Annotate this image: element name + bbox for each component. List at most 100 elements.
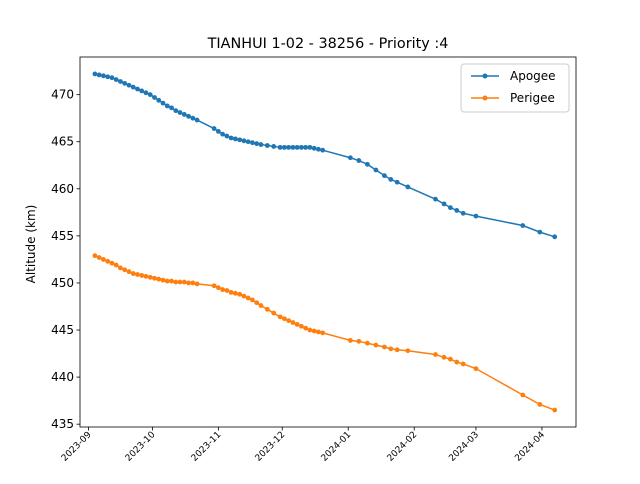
perigee-point — [552, 407, 558, 413]
perigee-point — [373, 342, 379, 348]
apogee-point — [169, 105, 174, 111]
apogee-point — [228, 135, 234, 141]
perigee-point — [130, 271, 136, 276]
apogee-point — [224, 133, 230, 139]
y-tick-label: 440 — [51, 370, 74, 384]
perigee-point — [520, 392, 526, 398]
apogee-point — [271, 144, 277, 149]
y-tick-label: 465 — [51, 135, 74, 149]
perigee-point — [290, 320, 296, 325]
plot-area — [92, 71, 558, 413]
apogee-point — [347, 155, 353, 161]
apogee-point — [233, 136, 238, 142]
perigee-point — [211, 283, 217, 289]
y-tick-label: 460 — [51, 182, 74, 196]
apogee-point — [186, 113, 191, 119]
apogee-point — [237, 137, 243, 143]
perigee-point — [277, 314, 283, 320]
apogee-point — [316, 146, 321, 152]
perigee-point — [220, 287, 226, 292]
apogee-point — [307, 144, 313, 150]
apogee-point — [164, 103, 170, 109]
perigee-point — [156, 276, 162, 282]
perigee-point — [382, 344, 387, 350]
perigee-point — [109, 260, 115, 266]
perigee-point — [92, 253, 98, 259]
apogee-point — [122, 80, 128, 86]
legend-apogee-marker — [482, 73, 488, 79]
legend: Apogee Perigee — [460, 63, 570, 113]
apogee-point — [135, 86, 140, 92]
perigee-point — [258, 303, 264, 308]
apogee-point — [454, 208, 460, 213]
perigee-point — [177, 279, 183, 285]
apogee-point — [294, 144, 300, 150]
perigee-point — [186, 280, 191, 286]
apogee-point — [311, 145, 317, 151]
y-tick-label: 450 — [51, 276, 74, 290]
perigee-point — [164, 278, 170, 284]
apogee-point — [433, 196, 438, 202]
apogee-point — [250, 140, 255, 146]
perigee-point — [194, 281, 200, 287]
apogee-point — [286, 144, 292, 150]
apogee-point — [356, 158, 362, 163]
apogee-point — [254, 141, 260, 147]
apogee-point — [320, 147, 326, 153]
apogee-point — [394, 179, 400, 185]
chart-title: TIANHUI 1-02 - 38256 - Priority :4 — [207, 36, 449, 52]
apogee-point — [147, 92, 153, 98]
apogee-point — [190, 115, 196, 121]
perigee-point — [454, 359, 460, 365]
perigee-point — [181, 279, 187, 285]
perigee-point — [105, 258, 111, 264]
perigee-point — [307, 327, 313, 333]
legend-perigee-marker — [482, 95, 488, 101]
y-tick-label: 470 — [51, 88, 74, 102]
apogee-point — [303, 144, 309, 150]
y-tick-label: 435 — [51, 417, 74, 431]
apogee-point — [173, 108, 179, 114]
perigee-point — [460, 361, 466, 367]
apogee-point — [373, 167, 379, 173]
apogee-point — [441, 201, 447, 207]
apogee-point — [215, 128, 221, 134]
y-tick-label: 455 — [51, 229, 74, 243]
apogee-point — [101, 73, 106, 79]
apogee-point — [290, 144, 296, 150]
apogee-point — [194, 117, 200, 123]
legend-perigee-label: Perigee — [510, 91, 555, 105]
apogee-point — [388, 176, 394, 182]
apogee-point — [118, 79, 123, 84]
y-axis-label: Altitude (km) — [24, 205, 38, 284]
perigee-point — [441, 354, 447, 360]
perigee-point — [118, 265, 123, 271]
perigee-point — [237, 291, 243, 297]
apogee-point — [92, 71, 98, 77]
apogee-point — [277, 144, 283, 150]
perigee-point — [433, 352, 438, 357]
perigee-point — [160, 277, 166, 283]
apogee-point — [113, 77, 119, 82]
apogee-point — [245, 139, 251, 145]
apogee-point — [520, 223, 526, 228]
perigee-point — [228, 289, 234, 295]
apogee-point — [130, 84, 136, 90]
apogee-point — [156, 97, 162, 103]
apogee-point — [552, 234, 558, 240]
perigee-point — [405, 348, 411, 354]
perigee-point — [316, 329, 321, 335]
apogee-point — [405, 184, 411, 190]
apogee-point — [220, 131, 226, 137]
apogee-point — [460, 210, 466, 216]
apogee-point — [281, 144, 287, 150]
apogee-point — [152, 95, 157, 100]
perigee-point — [139, 273, 145, 278]
perigee-point — [126, 269, 132, 275]
apogee-point — [537, 229, 543, 235]
perigee-point — [224, 288, 230, 293]
perigee-point — [364, 340, 370, 346]
apogee-point — [143, 90, 149, 96]
perigee-point — [347, 337, 353, 343]
